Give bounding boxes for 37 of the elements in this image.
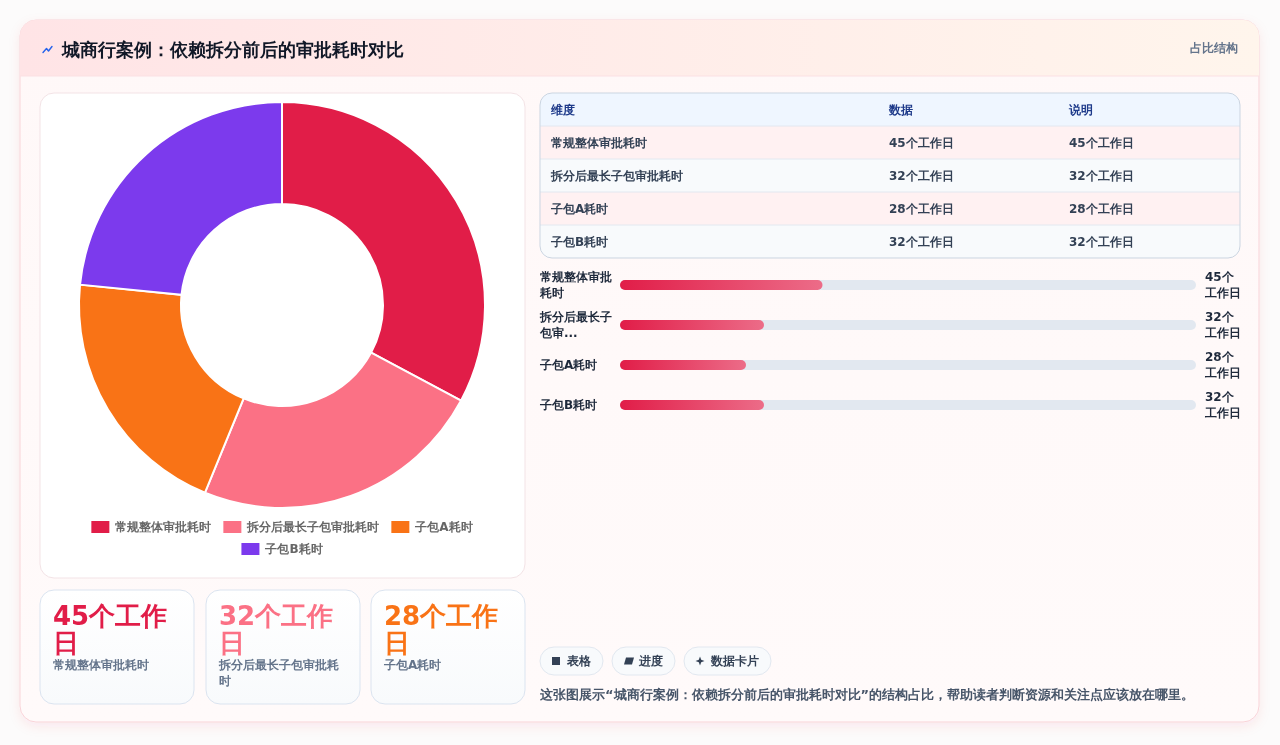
text: 32个工作日 bbox=[1069, 234, 1134, 249]
y-tick-label: 常规整体审批耗时 bbox=[539, 270, 612, 300]
text: 28个工作日 bbox=[384, 601, 499, 658]
text: 45个工作日 bbox=[889, 135, 954, 150]
text: 32个工作日 bbox=[889, 234, 954, 249]
text: 32个工作日 bbox=[1069, 168, 1134, 183]
text: 28个工作日 bbox=[889, 201, 954, 216]
category-label: 数据卡片 bbox=[710, 654, 759, 668]
text: 45个工作日 bbox=[1069, 135, 1134, 150]
category-label: 维度 bbox=[550, 102, 575, 117]
text: 占比结构 bbox=[1190, 41, 1238, 55]
text: 32个工作日 bbox=[889, 168, 954, 183]
text: 45个工作日 bbox=[53, 601, 168, 658]
data-label: 45个工作日 bbox=[1204, 270, 1241, 300]
text: 这张图展示“城商行案例：依赖拆分前后的审批耗时对比”的结构占比，帮助读者判断资源和关注点应该放在哪里。 bbox=[539, 687, 1195, 702]
data-label: 28个工作日 bbox=[1204, 350, 1241, 380]
y-tick-label: 拆分后最长子包审... bbox=[539, 310, 612, 340]
text: 32个工作日 bbox=[219, 601, 334, 658]
legend-label: 子包B耗时 bbox=[264, 542, 323, 556]
y-tick-label: 子包A耗时 bbox=[539, 358, 598, 372]
legend-label: 子包A耗时 bbox=[414, 520, 473, 534]
data-label: 32个工作日 bbox=[1204, 310, 1241, 340]
category-label: 进度 bbox=[638, 654, 663, 668]
category-label: 拆分后最长子包审批耗时 bbox=[218, 658, 339, 688]
text: 常规整体审批耗时 bbox=[551, 135, 647, 150]
category-label: 数据 bbox=[888, 102, 913, 117]
text: 城商行案例：依赖拆分前后的审批耗时对比 bbox=[61, 39, 404, 60]
category-label: 说明 bbox=[1068, 102, 1093, 117]
category-label: 子包A耗时 bbox=[383, 658, 442, 672]
category-label: 常规整体审批耗时 bbox=[53, 658, 149, 672]
legend-label: 常规整体审批耗时 bbox=[115, 520, 212, 534]
category-label: 表格 bbox=[566, 654, 592, 668]
y-tick-label: 子包B耗时 bbox=[539, 398, 598, 412]
legend-label: 拆分后最长子包审批耗时 bbox=[246, 520, 380, 534]
text: 28个工作日 bbox=[1069, 201, 1134, 216]
data-label: 32个工作日 bbox=[1204, 390, 1241, 420]
text: 拆分后最长子包审批耗时 bbox=[551, 168, 683, 183]
